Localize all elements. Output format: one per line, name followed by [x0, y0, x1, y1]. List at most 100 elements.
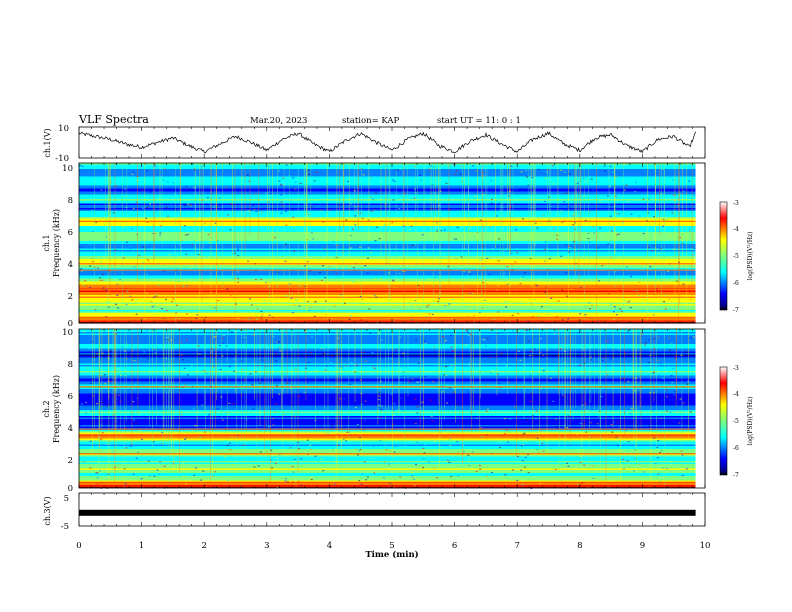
spectrogram-speckle: [314, 455, 317, 457]
spectrogram-speckle: [125, 206, 128, 209]
spectrogram-speckle: [627, 380, 630, 383]
spectrogram-speckle: [564, 337, 567, 339]
spectrogram-speckle: [395, 469, 398, 472]
spectrogram-speckle: [568, 173, 571, 175]
spectrogram-speckle: [638, 294, 641, 296]
spectrogram-speckle: [284, 243, 287, 245]
spectrogram-speckle: [126, 343, 128, 345]
xtick-0: 0: [76, 541, 81, 551]
spectrogram-speckle: [652, 392, 655, 394]
spectrogram-speckle: [336, 433, 339, 435]
spectrogram-band: [79, 377, 696, 379]
spectrogram-band: [79, 344, 696, 346]
spectrogram-speckle: [520, 277, 522, 279]
spectrogram-speckle: [107, 270, 110, 272]
spectrogram-band: [79, 447, 696, 450]
spectrogram-speckle: [91, 257, 94, 259]
spectrogram-speckle: [578, 364, 581, 366]
spectrogram-speckle: [99, 470, 102, 472]
spectrogram-speckle: [105, 443, 108, 445]
spectrogram-speckle: [412, 299, 415, 301]
spectrogram-speckle: [611, 431, 614, 433]
spectrogram-speckle: [579, 313, 582, 315]
spectrogram-speckle: [187, 203, 190, 205]
spectrogram-speckle: [243, 336, 246, 339]
spectrogram-band: [79, 226, 696, 228]
spectrogram-speckle: [692, 253, 695, 255]
spectrogram-speckle: [289, 289, 292, 291]
spectrogram-speckle: [668, 337, 671, 339]
spectrogram-speckle: [398, 171, 401, 173]
spectrogram-speckle: [108, 440, 111, 442]
spectrogram-speckle: [627, 450, 629, 452]
spectrogram-speckle: [257, 465, 260, 467]
spectrogram-band: [79, 366, 696, 369]
spectrogram-speckle: [303, 391, 306, 393]
spectrogram-speckle: [259, 451, 262, 453]
spectrogram-speckle: [578, 275, 581, 277]
spectrogram-speckle: [530, 303, 533, 305]
spectrogram-speckle: [421, 253, 424, 256]
spectrogram-speckle: [314, 419, 317, 422]
spectrogram-speckle: [663, 301, 665, 303]
spectrogram-band: [79, 359, 696, 361]
spectrogram-speckle: [531, 177, 534, 179]
ch2-freq-ytick-10: 10: [62, 328, 73, 338]
spectrogram-band: [79, 332, 696, 334]
spectrogram-speckle: [662, 225, 665, 227]
spectrogram-speckle: [566, 295, 569, 297]
spectrogram-speckle: [505, 247, 508, 250]
spectrogram-speckle: [428, 278, 431, 280]
spectrogram-speckle: [520, 171, 523, 173]
spectrogram-speckle: [197, 448, 200, 450]
spectrogram-speckle: [563, 219, 566, 222]
spectrogram-speckle: [324, 433, 327, 435]
spectrogram-speckle: [333, 483, 336, 485]
spectrogram-speckle: [183, 475, 185, 477]
spectrogram-speckle: [456, 356, 459, 358]
ch2-cbar-tick-m4: -4: [733, 391, 739, 398]
ch2-freq-ytick-2: 2: [68, 456, 73, 466]
spectrogram-speckle: [364, 265, 367, 267]
spectrogram-speckle: [84, 280, 87, 282]
spectrogram-speckle: [282, 185, 285, 187]
spectrogram-speckle: [411, 475, 414, 477]
spectrogram-band: [79, 341, 696, 343]
spectrogram-speckle: [616, 444, 619, 446]
spectrogram-speckle: [536, 437, 539, 439]
spectrogram-speckle: [617, 211, 620, 213]
spectrogram-speckle: [550, 413, 552, 416]
spectrogram-band: [79, 414, 696, 417]
spectrogram-speckle: [192, 430, 195, 432]
spectrogram-speckle: [450, 475, 453, 478]
spectrogram-speckle: [543, 260, 546, 262]
spectrogram-speckle: [410, 225, 413, 227]
spectrogram-speckle: [144, 417, 147, 419]
spectrogram-speckle: [285, 224, 288, 226]
spectrogram-speckle: [676, 204, 679, 206]
spectrogram-speckle: [116, 283, 119, 285]
spectrogram-speckle: [669, 308, 672, 310]
spectrogram-speckle: [664, 308, 667, 310]
spectrogram-speckle: [127, 425, 130, 427]
spectrogram-speckle: [618, 426, 621, 428]
spectrogram-band: [79, 368, 696, 370]
spectrogram-speckle: [333, 243, 336, 245]
spectrogram-speckle: [315, 171, 318, 173]
ch1-spectrogram-bands: [79, 163, 698, 324]
spectrogram-speckle: [570, 312, 573, 314]
xtick-3: 3: [264, 541, 269, 551]
spectrogram-speckle: [207, 414, 210, 416]
spectrogram-speckle: [543, 200, 546, 203]
spectrogram-speckle: [295, 299, 298, 301]
spectrogram-speckle: [361, 477, 364, 479]
spectrogram-speckle: [121, 346, 124, 348]
spectrogram-speckle: [85, 412, 88, 414]
spectrogram-speckle: [131, 254, 134, 256]
spectrogram-speckle: [525, 329, 528, 331]
spectrogram-band: [79, 404, 696, 406]
spectrogram-speckle: [424, 340, 427, 342]
spectrogram-speckle: [272, 336, 275, 338]
spectrogram-speckle: [445, 366, 448, 368]
spectrogram-speckle: [416, 412, 419, 414]
